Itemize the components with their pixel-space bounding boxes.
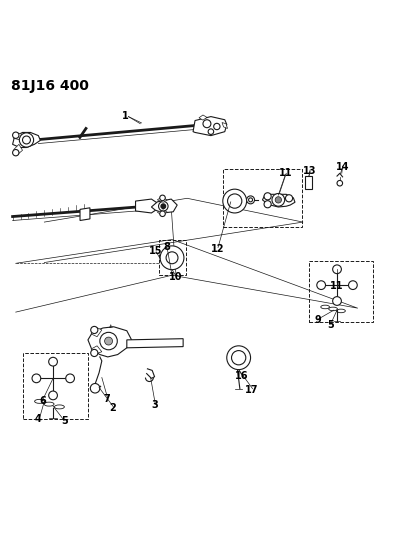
- Circle shape: [264, 193, 271, 200]
- Polygon shape: [157, 197, 167, 202]
- Polygon shape: [80, 208, 90, 221]
- Circle shape: [169, 255, 175, 261]
- Circle shape: [105, 337, 113, 345]
- Text: 81J16 400: 81J16 400: [11, 79, 88, 93]
- Text: 17: 17: [245, 385, 258, 395]
- Text: 13: 13: [302, 166, 316, 175]
- Circle shape: [91, 326, 98, 334]
- Polygon shape: [91, 346, 102, 354]
- Circle shape: [232, 351, 246, 365]
- Circle shape: [100, 333, 117, 350]
- Circle shape: [23, 136, 30, 144]
- Polygon shape: [157, 210, 167, 215]
- Circle shape: [249, 198, 253, 202]
- Bar: [305, 176, 312, 189]
- Text: 15: 15: [149, 246, 163, 256]
- Circle shape: [208, 129, 214, 134]
- Circle shape: [337, 181, 343, 186]
- Circle shape: [160, 195, 165, 200]
- Circle shape: [49, 391, 57, 400]
- Text: 16: 16: [235, 370, 248, 381]
- Ellipse shape: [35, 399, 45, 403]
- Text: 2: 2: [109, 403, 116, 414]
- Polygon shape: [14, 144, 23, 155]
- Circle shape: [333, 297, 341, 305]
- Ellipse shape: [55, 405, 64, 409]
- Circle shape: [32, 374, 41, 383]
- Polygon shape: [222, 123, 228, 128]
- Bar: [309, 261, 373, 322]
- Circle shape: [228, 194, 242, 208]
- Circle shape: [247, 196, 255, 204]
- Ellipse shape: [44, 402, 54, 406]
- Circle shape: [91, 350, 98, 357]
- Text: 12: 12: [211, 244, 225, 254]
- Circle shape: [264, 200, 271, 208]
- Polygon shape: [199, 115, 207, 120]
- Circle shape: [272, 193, 285, 206]
- Bar: [223, 169, 302, 227]
- Ellipse shape: [321, 305, 330, 309]
- Circle shape: [13, 132, 19, 139]
- Circle shape: [227, 346, 251, 369]
- Circle shape: [160, 246, 184, 270]
- Text: 8: 8: [164, 243, 171, 253]
- Circle shape: [285, 195, 293, 202]
- Circle shape: [13, 149, 19, 156]
- Text: 3: 3: [151, 400, 158, 410]
- Circle shape: [158, 201, 168, 211]
- Polygon shape: [13, 132, 40, 148]
- Circle shape: [223, 189, 247, 213]
- Text: 10: 10: [169, 272, 183, 282]
- Text: 11: 11: [279, 168, 292, 179]
- Polygon shape: [91, 327, 102, 337]
- Polygon shape: [151, 199, 177, 213]
- Circle shape: [90, 384, 100, 393]
- Circle shape: [333, 265, 341, 273]
- Text: 7: 7: [103, 394, 110, 405]
- Text: 4: 4: [34, 414, 41, 424]
- Polygon shape: [136, 199, 157, 213]
- Text: 9: 9: [314, 315, 321, 325]
- Text: 11: 11: [330, 281, 344, 292]
- Circle shape: [275, 197, 281, 203]
- Polygon shape: [14, 133, 23, 140]
- Circle shape: [166, 252, 178, 264]
- Text: 14: 14: [336, 161, 349, 172]
- Circle shape: [203, 120, 211, 128]
- Text: 5: 5: [327, 320, 334, 330]
- Circle shape: [66, 374, 74, 383]
- Polygon shape: [193, 117, 227, 135]
- Text: 5: 5: [61, 416, 68, 426]
- Bar: [23, 352, 88, 419]
- Polygon shape: [262, 195, 295, 207]
- Polygon shape: [88, 327, 132, 357]
- Circle shape: [349, 281, 357, 289]
- Polygon shape: [127, 338, 183, 348]
- Circle shape: [317, 281, 326, 289]
- Circle shape: [160, 211, 165, 216]
- Circle shape: [49, 357, 57, 366]
- Ellipse shape: [329, 307, 338, 311]
- Bar: [158, 240, 185, 275]
- Text: 6: 6: [39, 395, 46, 406]
- Circle shape: [214, 123, 220, 130]
- Circle shape: [20, 133, 33, 147]
- Text: 1: 1: [122, 111, 129, 121]
- Ellipse shape: [337, 309, 345, 313]
- Circle shape: [161, 204, 166, 208]
